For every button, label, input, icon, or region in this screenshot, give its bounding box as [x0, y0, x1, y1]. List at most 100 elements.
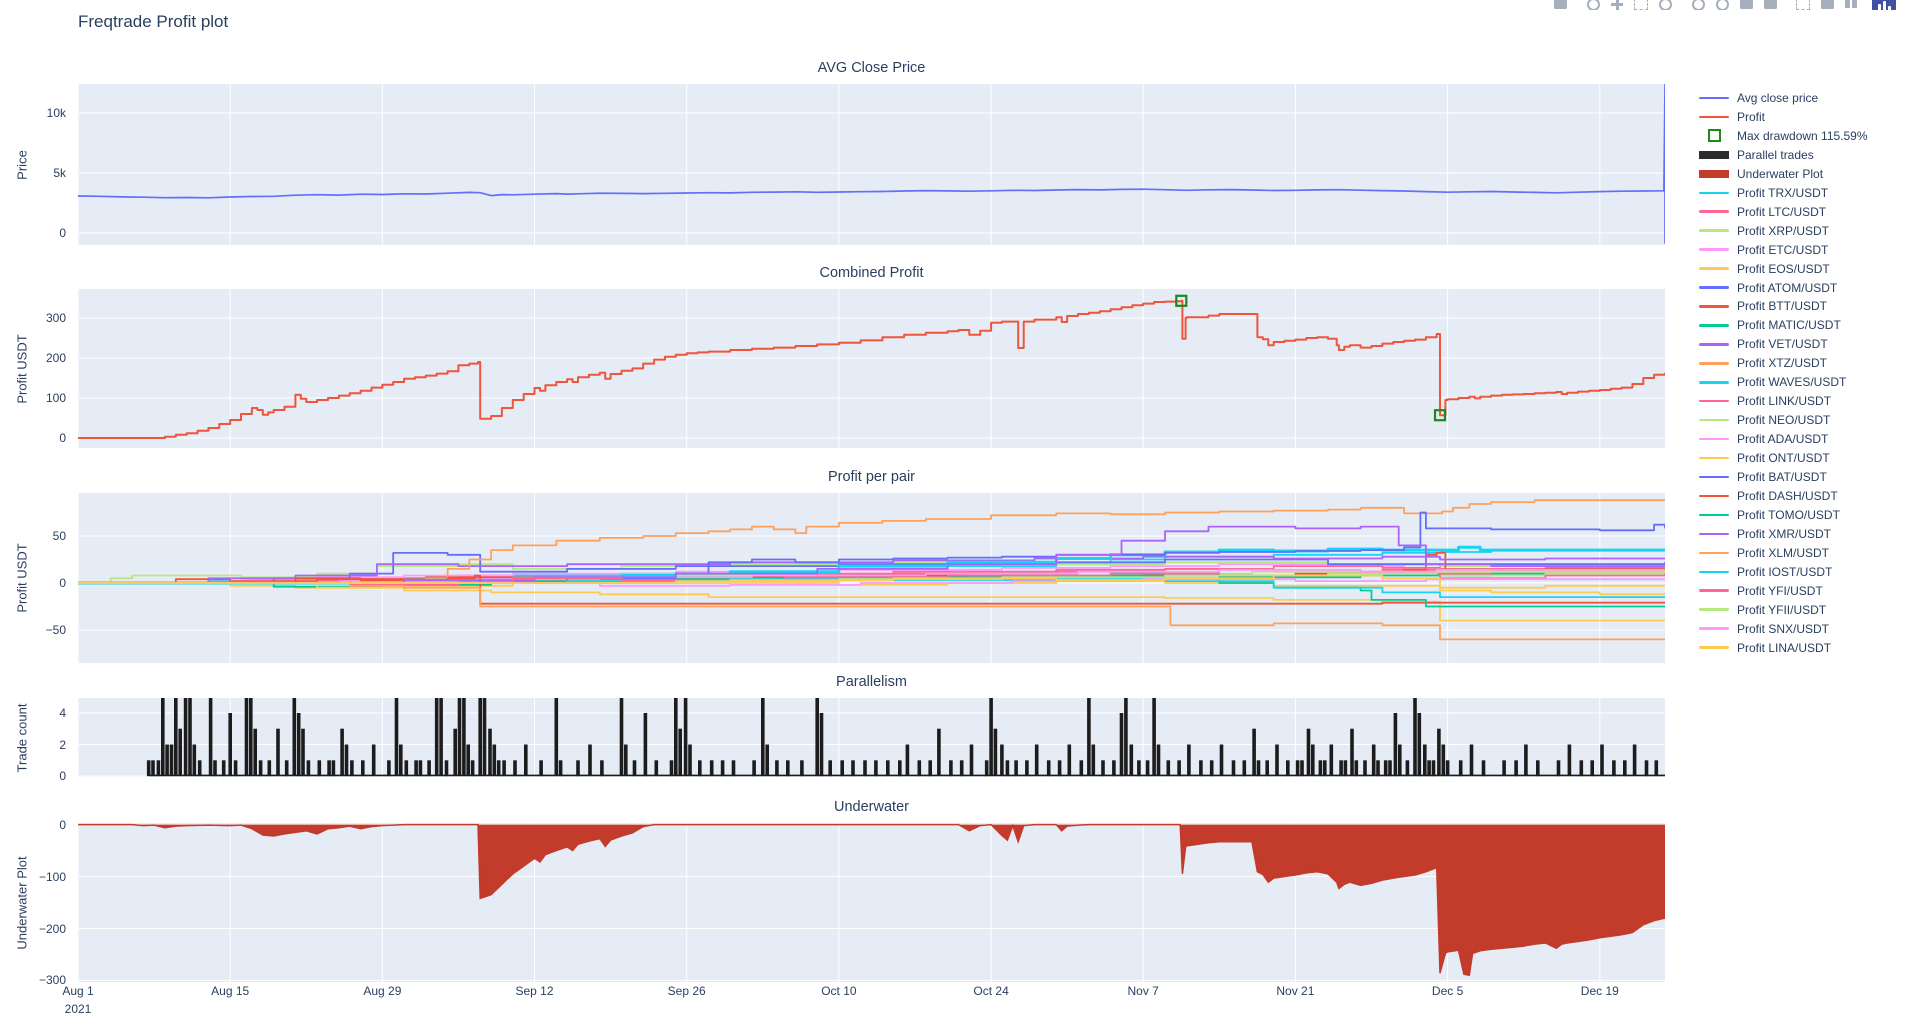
ytick-underwater-−100: −100 — [38, 869, 66, 884]
legend-swatch — [1699, 608, 1729, 611]
legend-item-profit-xrp-usdt[interactable]: Profit XRP/USDT — [1699, 221, 1829, 240]
lasso-select-icon[interactable] — [1653, 0, 1677, 10]
toggle-spikelines-icon[interactable] — [1791, 0, 1815, 10]
xtick-aug-29: Aug 29 — [363, 984, 402, 998]
legend-item-profit-iost-usdt[interactable]: Profit IOST/USDT — [1699, 562, 1832, 581]
legend-item-profit-vet-usdt[interactable]: Profit VET/USDT — [1699, 335, 1828, 354]
legend-swatch — [1699, 210, 1729, 213]
legend-item-profit-tomo-usdt[interactable]: Profit TOMO/USDT — [1699, 505, 1840, 524]
legend-item-profit-snx-usdt[interactable]: Profit SNX/USDT — [1699, 619, 1829, 638]
legend-item-profit-trx-usdt[interactable]: Profit TRX/USDT — [1699, 183, 1828, 202]
legend-item-profit-ltc-usdt[interactable]: Profit LTC/USDT — [1699, 202, 1826, 221]
legend-item-profit-ont-usdt[interactable]: Profit ONT/USDT — [1699, 449, 1830, 468]
legend-swatch — [1699, 381, 1729, 384]
subplot-title-underwater: Underwater — [834, 799, 909, 815]
figure-title: Freqtrade Profit plot — [78, 12, 229, 31]
camera-icon[interactable] — [1548, 0, 1572, 10]
legend-swatch — [1699, 513, 1729, 517]
legend-label: Profit DASH/USDT — [1737, 488, 1838, 503]
legend-item-max-drawdown-115-59-[interactable]: Max drawdown 115.59% — [1699, 126, 1868, 145]
legend-label: Profit XLM/USDT — [1737, 545, 1830, 560]
legend-line-icon — [1699, 305, 1729, 308]
series-profit-vet-usdt — [78, 555, 1665, 584]
drawdown-square-icon — [1707, 129, 1721, 143]
box-select-icon[interactable] — [1629, 0, 1653, 10]
series-profit-xlm-usdt — [78, 582, 1665, 641]
legend-item-profit-atom-usdt[interactable]: Profit ATOM/USDT — [1699, 278, 1837, 297]
pan-icon[interactable] — [1605, 0, 1629, 10]
reset-axes-icon[interactable] — [1758, 0, 1782, 10]
legend-item-profit-xtz-usdt[interactable]: Profit XTZ/USDT — [1699, 354, 1827, 373]
legend-item-profit-lina-usdt[interactable]: Profit LINA/USDT — [1699, 638, 1831, 657]
subplot-combined-profit-plot-area[interactable] — [78, 289, 1665, 448]
legend-line-icon — [1699, 551, 1729, 555]
legend-item-profit-bat-usdt[interactable]: Profit BAT/USDT — [1699, 468, 1827, 487]
legend-label: Profit TOMO/USDT — [1737, 507, 1840, 522]
max-drawdown-marker[interactable] — [1433, 409, 1447, 422]
zoom-icon[interactable] — [1581, 0, 1605, 10]
subplot-avg-close-price-plot-area[interactable] — [78, 84, 1665, 245]
legend-label: Profit BTT/USDT — [1737, 299, 1828, 314]
ytick-parallelism-2: 2 — [59, 737, 66, 752]
zoom-out-icon-glyph — [1715, 0, 1729, 10]
subplot-parallelism-plot-area[interactable] — [78, 698, 1665, 777]
autoscale-icon[interactable] — [1734, 0, 1758, 10]
legend-item-profit-btt-usdt[interactable]: Profit BTT/USDT — [1699, 297, 1827, 316]
ytick-underwater-−300: −300 — [38, 973, 66, 988]
hover-compare-icon-glyph — [1845, 0, 1857, 8]
legend-label: Profit XRP/USDT — [1737, 223, 1830, 238]
legend-line-icon — [1699, 210, 1729, 213]
ytick-parallelism-0: 0 — [59, 769, 66, 784]
legend-item-profit-matic-usdt[interactable]: Profit MATIC/USDT — [1699, 316, 1841, 335]
legend-swatch — [1699, 646, 1729, 649]
legend-line-icon — [1699, 608, 1729, 611]
series-profit-bat-usdt — [78, 511, 1665, 584]
legend-item-profit-neo-usdt[interactable]: Profit NEO/USDT — [1699, 411, 1830, 430]
legend-swatch — [1699, 229, 1729, 232]
legend-item-profit-dash-usdt[interactable]: Profit DASH/USDT — [1699, 486, 1838, 505]
legend-item-profit-xlm-usdt[interactable]: Profit XLM/USDT — [1699, 543, 1829, 562]
legend-item-profit-etc-usdt[interactable]: Profit ETC/USDT — [1699, 240, 1828, 259]
max-drawdown-marker[interactable] — [1175, 294, 1188, 307]
zoom-in-icon-glyph — [1691, 0, 1705, 10]
ytick-profit-per-pair-0: 0 — [59, 576, 66, 590]
legend-item-profit-xmr-usdt[interactable]: Profit XMR/USDT — [1699, 524, 1831, 543]
legend-item-profit-link-usdt[interactable]: Profit LINK/USDT — [1699, 392, 1831, 411]
legend-line-icon — [1699, 169, 1729, 178]
hover-compare-icon[interactable] — [1839, 0, 1863, 10]
subplot-underwater-plot-area[interactable] — [78, 823, 1665, 982]
legend-item-profit-ada-usdt[interactable]: Profit ADA/USDT — [1699, 430, 1828, 449]
legend-label: Profit ONT/USDT — [1737, 451, 1830, 466]
legend-swatch — [1699, 267, 1729, 270]
legend-line-icon — [1699, 248, 1729, 251]
zoom-in-icon[interactable] — [1686, 0, 1710, 10]
legend-swatch — [1699, 570, 1729, 574]
legend-item-profit-waves-usdt[interactable]: Profit WAVES/USDT — [1699, 373, 1846, 392]
legend-item-profit-eos-usdt[interactable]: Profit EOS/USDT — [1699, 259, 1830, 278]
legend-line-icon — [1699, 399, 1729, 403]
legend-item-parallel-trades[interactable]: Parallel trades — [1699, 145, 1814, 164]
legend-label: Profit — [1737, 109, 1766, 124]
legend-line-icon — [1699, 532, 1729, 536]
xtick-sep-12: Sep 12 — [515, 984, 554, 998]
gridlines-avg-close-price — [78, 84, 1665, 245]
legend-label: Profit TRX/USDT — [1737, 185, 1829, 200]
legend-swatch — [1699, 456, 1729, 460]
legend-item-avg-close-price[interactable]: Avg close price — [1699, 89, 1818, 108]
legend-item-profit-yfii-usdt[interactable]: Profit YFII/USDT — [1699, 600, 1826, 619]
legend-line-icon — [1699, 494, 1729, 498]
legend-item-profit[interactable]: Profit — [1699, 107, 1765, 126]
plotly-logo[interactable] — [1872, 0, 1896, 10]
xtick-nov-21: Nov 21 — [1276, 984, 1315, 998]
hover-closest-icon[interactable] — [1815, 0, 1839, 10]
xtick-nov-7: Nov 7 — [1127, 984, 1159, 998]
zoom-out-icon[interactable] — [1710, 0, 1734, 10]
subplot-profit-per-pair-plot-area[interactable] — [78, 493, 1665, 663]
legend-swatch — [1699, 286, 1729, 289]
xtick-sep-26: Sep 26 — [667, 984, 706, 998]
legend-item-underwater-plot[interactable]: Underwater Plot — [1699, 164, 1823, 183]
legend-line-icon — [1699, 475, 1729, 479]
legend-item-profit-yfi-usdt[interactable]: Profit YFI/USDT — [1699, 581, 1823, 600]
legend-label: Parallel trades — [1737, 147, 1814, 162]
